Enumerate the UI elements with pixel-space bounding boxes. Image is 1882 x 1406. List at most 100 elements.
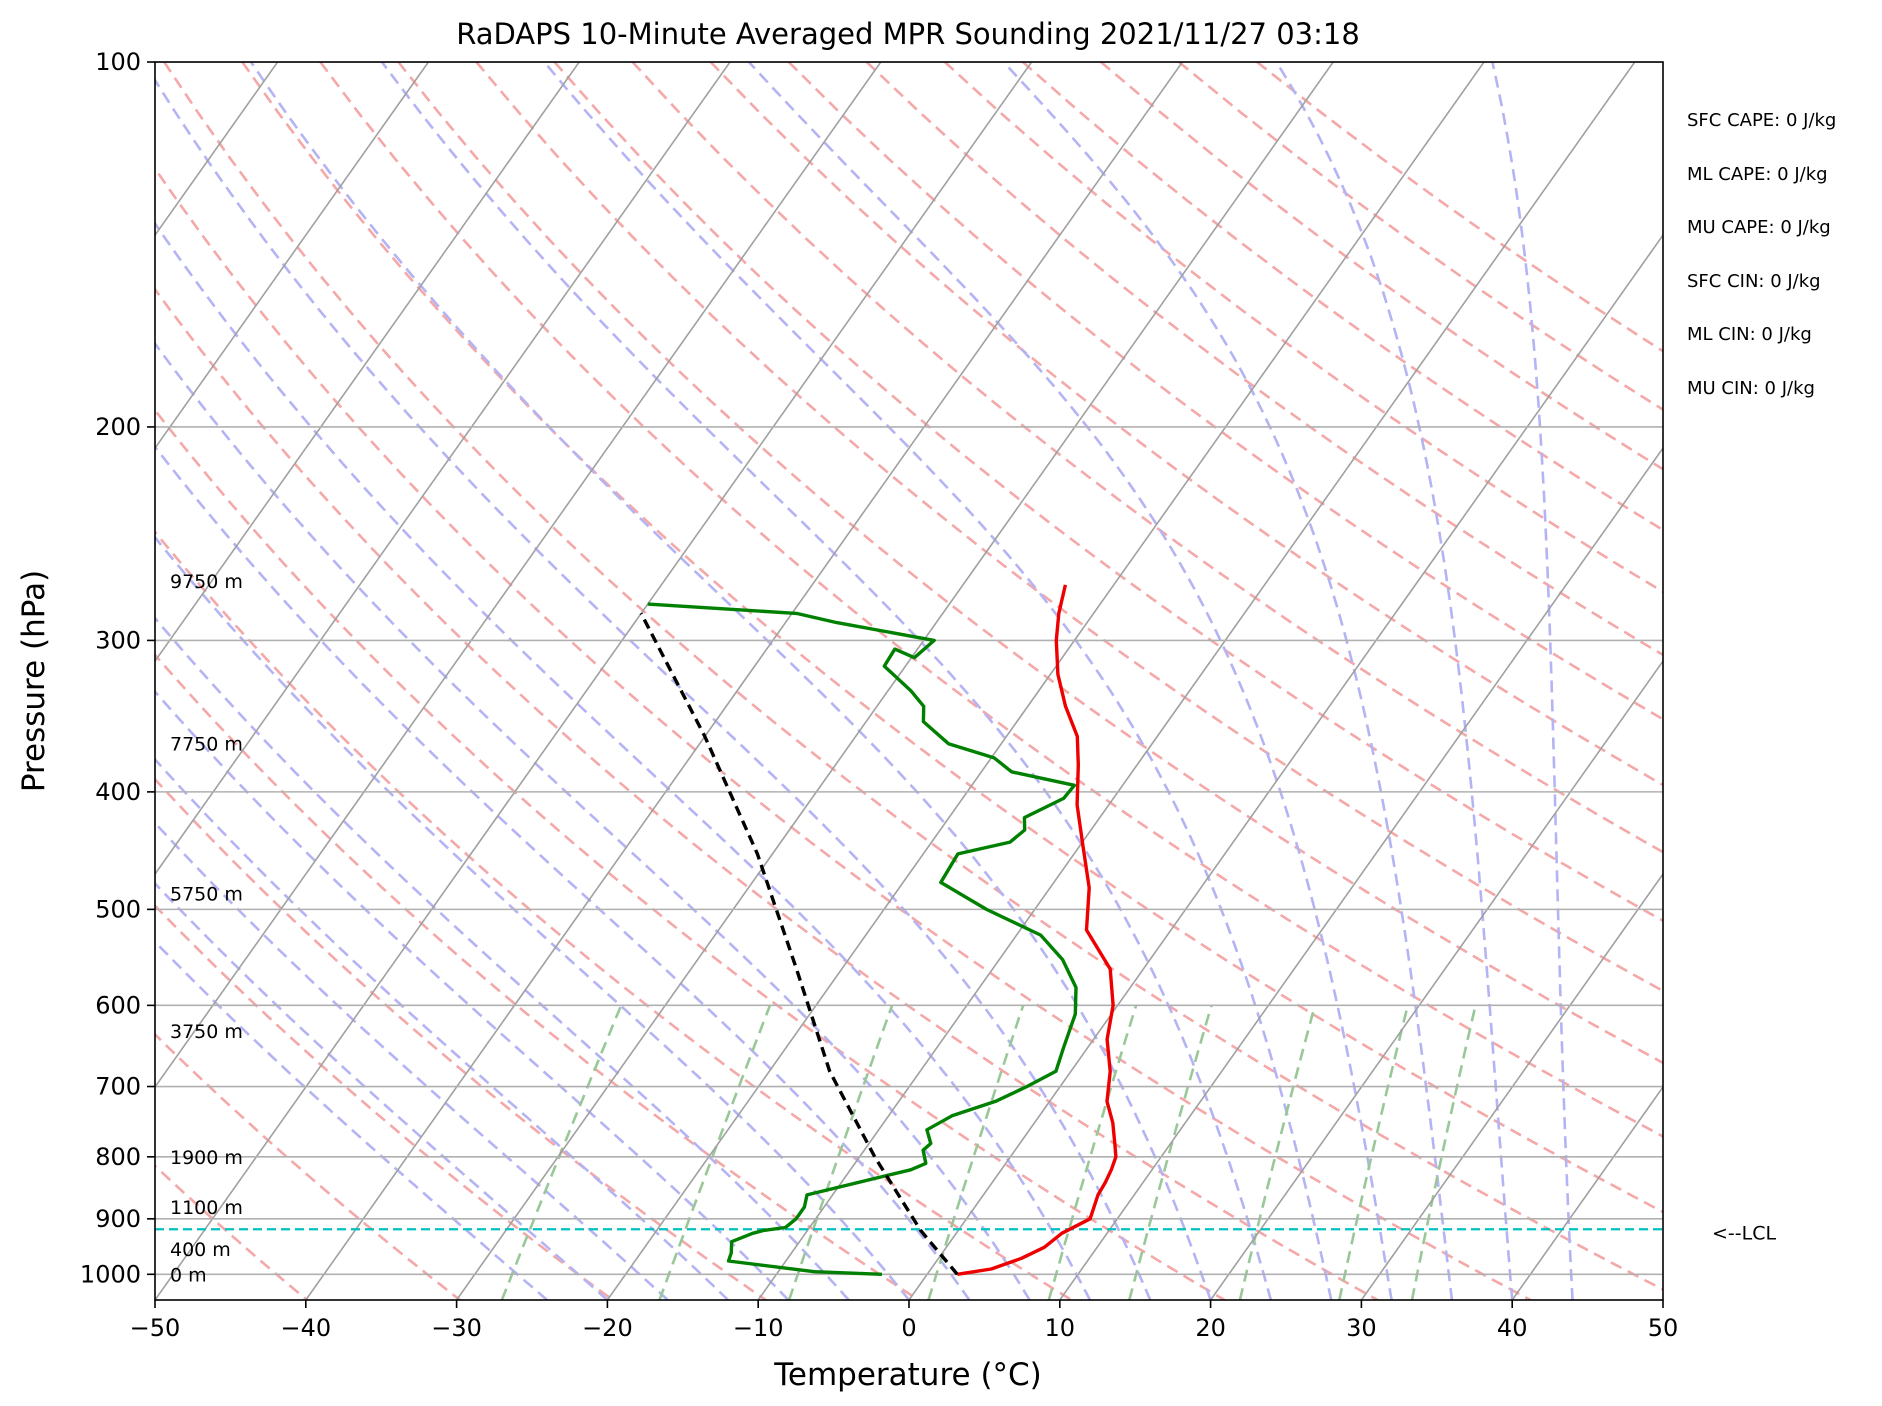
y-axis-label: Pressure (hPa) bbox=[16, 570, 52, 792]
x-tick-label: 20 bbox=[1195, 1314, 1226, 1342]
stat-mu-cin: MU CIN: 0 J/kg bbox=[1687, 378, 1815, 399]
isotherm bbox=[1511, 1085, 1663, 1300]
temperature-profile bbox=[957, 584, 1118, 1276]
isotherm bbox=[155, 62, 1033, 1300]
stat-ml-cape: ML CAPE: 0 J/kg bbox=[1687, 164, 1828, 185]
moist-adiabat bbox=[155, 77, 1152, 1300]
dry-adiabat bbox=[397, 62, 1663, 1065]
isotherm bbox=[155, 62, 430, 450]
dewpoint-profile bbox=[647, 602, 1078, 1276]
dry-adiabat bbox=[155, 903, 616, 1300]
height-label: 1900 m bbox=[170, 1147, 243, 1169]
x-tick-label: −40 bbox=[280, 1314, 331, 1342]
dry-adiabat bbox=[865, 62, 1663, 657]
moist-adiabat bbox=[380, 62, 1273, 1300]
dry-adiabat bbox=[319, 62, 1663, 1138]
dry-adiabat bbox=[943, 62, 1663, 594]
dry-adiabat bbox=[475, 62, 1663, 993]
x-tick-label: −20 bbox=[582, 1314, 633, 1342]
stat-mu-cape: MU CAPE: 0 J/kg bbox=[1687, 217, 1831, 238]
isotherm bbox=[1059, 446, 1663, 1300]
height-label: 0 m bbox=[170, 1264, 207, 1286]
isotherm bbox=[908, 233, 1663, 1300]
height-label: 3750 m bbox=[170, 1021, 243, 1043]
moist-adiabat bbox=[155, 341, 1031, 1300]
dry-adiabat bbox=[241, 62, 1663, 1214]
reference-lines bbox=[155, 62, 1663, 1300]
height-label: 5750 m bbox=[170, 883, 243, 905]
mixing-ratio-line bbox=[1238, 1005, 1317, 1300]
mixing-ratio-line bbox=[787, 1004, 894, 1300]
y-tick-label: 500 bbox=[95, 895, 141, 923]
moist-adiabat bbox=[155, 535, 911, 1300]
isotherm bbox=[757, 62, 1636, 1300]
dry-adiabat bbox=[787, 62, 1663, 721]
isotherm bbox=[155, 62, 882, 1089]
x-tick-label: 50 bbox=[1648, 1314, 1679, 1342]
height-label: 400 m bbox=[170, 1239, 231, 1261]
moist-adiabat bbox=[543, 62, 1333, 1300]
stat-sfc-cin: SFC CIN: 0 J/kg bbox=[1687, 271, 1821, 292]
moist-adiabat bbox=[155, 689, 790, 1300]
moist-adiabat bbox=[155, 221, 1092, 1300]
moist-adiabat bbox=[155, 444, 971, 1300]
mixing-ratio-line bbox=[1047, 1005, 1138, 1300]
moist-adiabat bbox=[249, 62, 1212, 1300]
moist-adiabat bbox=[155, 821, 669, 1300]
moist-adiabat bbox=[1002, 62, 1454, 1300]
isotherm bbox=[606, 62, 1485, 1300]
mixing-ratio-line bbox=[1338, 1005, 1410, 1300]
dry-adiabat bbox=[631, 62, 1663, 854]
mixing-ratio-line bbox=[500, 1004, 623, 1300]
y-tick-label: 400 bbox=[95, 778, 141, 806]
dry-adiabat bbox=[709, 62, 1663, 787]
mixing-ratio-line bbox=[1410, 1005, 1477, 1300]
dry-adiabat bbox=[155, 287, 1381, 1300]
mixing-ratio-line bbox=[1128, 1005, 1213, 1300]
moist-adiabat bbox=[1275, 62, 1514, 1300]
moist-adiabat bbox=[1491, 62, 1574, 1300]
y-tick-label: 300 bbox=[95, 626, 141, 654]
isotherm bbox=[155, 62, 580, 663]
isotherm bbox=[1360, 872, 1663, 1300]
x-axis-label: Temperature (°C) bbox=[773, 1357, 1042, 1393]
y-tick-label: 900 bbox=[95, 1205, 141, 1233]
isotherm bbox=[455, 62, 1334, 1300]
y-tick-label: 600 bbox=[95, 991, 141, 1019]
moist-adiabat bbox=[155, 881, 609, 1300]
parcel-profile bbox=[639, 612, 959, 1276]
axes: −50 −40 −30 −20 −10 0 10 20 30 40 50 100 200 300 400 50… bbox=[80, 48, 1678, 1342]
x-tick-label: 10 bbox=[1045, 1314, 1076, 1342]
x-tick-label: −10 bbox=[733, 1314, 784, 1342]
data-series bbox=[639, 584, 1118, 1276]
isotherm bbox=[305, 62, 1184, 1300]
y-tick-label: 700 bbox=[95, 1073, 141, 1101]
x-tick-label: 0 bbox=[901, 1314, 916, 1342]
stat-ml-cin: ML CIN: 0 J/kg bbox=[1687, 324, 1812, 345]
dry-adiabat bbox=[553, 62, 1663, 923]
x-tick-label: −50 bbox=[130, 1314, 181, 1342]
pressure-grid bbox=[155, 62, 1663, 1276]
x-tick-label: 40 bbox=[1497, 1314, 1528, 1342]
height-label: 9750 m bbox=[170, 571, 243, 593]
stat-sfc-cape: SFC CAPE: 0 J/kg bbox=[1687, 110, 1837, 131]
chart-title: RaDAPS 10-Minute Averaged MPR Sounding 2… bbox=[456, 17, 1360, 51]
height-label: 1100 m bbox=[170, 1197, 243, 1219]
isotherm bbox=[155, 62, 731, 876]
mixing-ratio-line bbox=[658, 1004, 772, 1300]
y-tick-label: 100 bbox=[95, 48, 141, 76]
mixing-ratio-line bbox=[927, 1004, 1025, 1300]
lcl-label: <--LCL bbox=[1712, 1222, 1776, 1244]
moist-adiabat bbox=[747, 62, 1393, 1300]
x-tick-label: 30 bbox=[1346, 1314, 1377, 1342]
moist-adiabat bbox=[155, 616, 850, 1300]
y-tick-label: 1000 bbox=[80, 1260, 141, 1288]
height-label: 7750 m bbox=[170, 734, 243, 756]
x-tick-label: −30 bbox=[431, 1314, 482, 1342]
annotations: 0 m 400 m 1100 m 1900 m 3750 m 5750 m 7750 m 97… bbox=[170, 571, 1776, 1286]
y-tick-label: 800 bbox=[95, 1143, 141, 1171]
isotherm bbox=[1209, 659, 1663, 1300]
y-tick-label: 200 bbox=[95, 413, 141, 441]
